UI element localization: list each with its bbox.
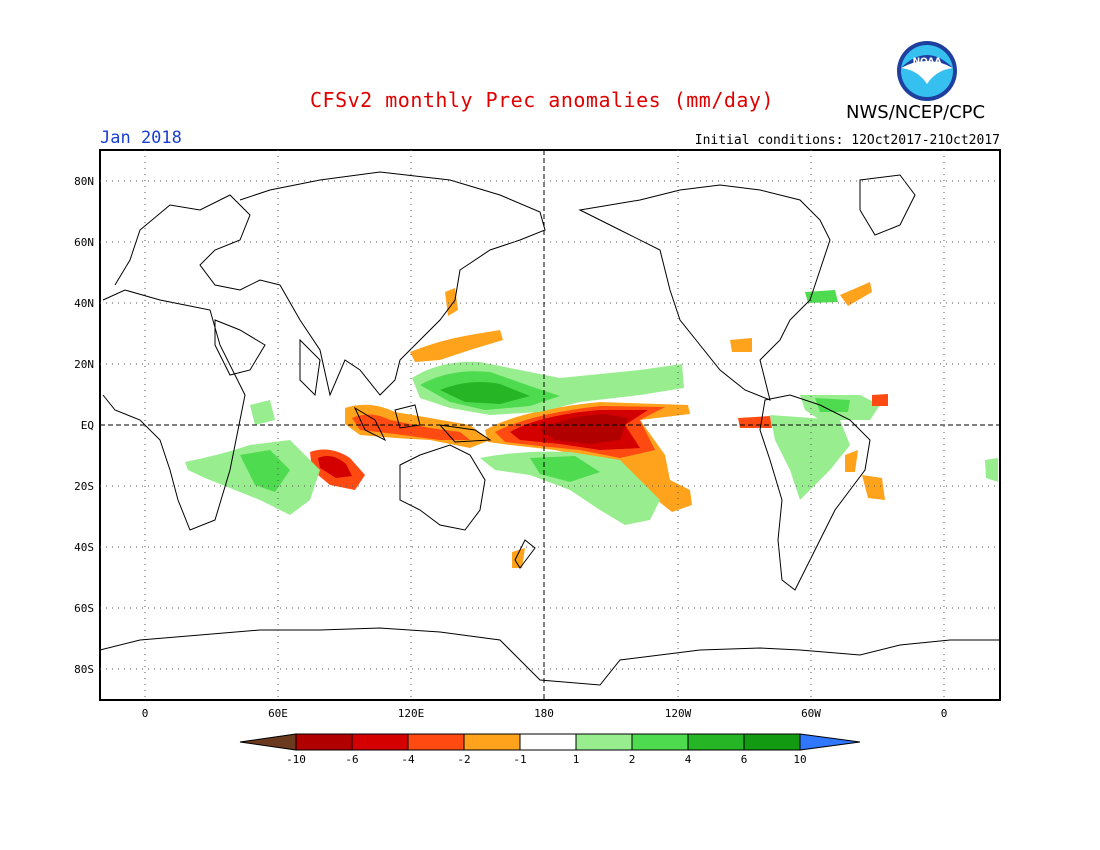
coast-asia: [239, 171, 546, 397]
colorbar-label: -10: [286, 753, 306, 766]
lon-label-120e: 120E: [398, 707, 425, 720]
colorbar-seg-8: [687, 733, 745, 751]
coast-arabia: [214, 319, 266, 376]
colorbar: -10 -6 -4 -2 -1 1 2 4 6 10: [239, 733, 861, 766]
anomaly-atl-wet-mid: [815, 398, 850, 412]
coast-south-america: [759, 394, 871, 591]
colorbar-label: 10: [793, 753, 806, 766]
coast-new-zealand: [514, 539, 536, 569]
colorbar-seg-9: [743, 733, 801, 751]
lat-label-60s: 60S: [74, 602, 94, 615]
lat-label-20s: 20S: [74, 480, 94, 493]
anomaly-maritime-dry-core: [352, 414, 470, 440]
lat-labels: 80N 60N 40N 20N EQ 20S 40S 60S 80S: [74, 175, 94, 676]
colorbar-seg-3: [407, 733, 465, 751]
anomaly-wpac-wet-core: [440, 382, 530, 404]
anomaly-sio-dry-core: [318, 456, 352, 478]
coast-greenland: [859, 174, 916, 236]
coast-australia: [399, 444, 486, 531]
coast-north-america: [578, 184, 831, 401]
colorbar-label: 2: [629, 753, 636, 766]
colorbar-label: -2: [457, 753, 470, 766]
lat-label-20n: 20N: [74, 358, 94, 371]
org-label: NWS/NCEP/CPC: [846, 102, 986, 123]
lat-label-60n: 60N: [74, 236, 94, 249]
anomaly-io-wet-north: [250, 400, 275, 425]
coast-antarctica: [99, 627, 1000, 686]
anomaly-natl-wet: [805, 290, 838, 303]
noaa-logo-text: NOAA: [913, 57, 942, 67]
colorbar-high-arrow: [799, 733, 861, 751]
colorbar-seg-1: [295, 733, 353, 751]
anomaly-npac-dry-band: [410, 330, 503, 362]
anomaly-spac-wet: [480, 451, 660, 525]
colorbar-low-arrow: [239, 733, 297, 751]
colorbar-label: 6: [741, 753, 748, 766]
anomaly-io-wet-mid: [240, 450, 290, 492]
colorbar-label: 1: [573, 753, 580, 766]
anomaly-natl-dry: [840, 282, 872, 306]
lat-label-40n: 40N: [74, 297, 94, 310]
coast-sumatra: [353, 406, 387, 442]
colorbar-seg-6: [575, 733, 633, 751]
coast-new-guinea: [438, 424, 492, 443]
anomaly-sam-dry: [845, 450, 858, 472]
lon-label-0-east: 0: [941, 707, 948, 720]
anomaly-sam-dry-south: [862, 475, 885, 500]
lat-label-eq: EQ: [81, 419, 94, 432]
coast-africa: [102, 289, 246, 531]
lon-labels: 0 60E 120E 180 120W 60W 0: [142, 707, 948, 720]
colorbar-seg-2: [351, 733, 409, 751]
lat-label-80s: 80S: [74, 663, 94, 676]
lon-label-60e: 60E: [268, 707, 288, 720]
colorbar-seg-4: [463, 733, 521, 751]
lon-label-0: 0: [142, 707, 149, 720]
coastlines: [99, 171, 1000, 686]
anomaly-pacific-dry-peak: [540, 414, 628, 444]
colorbar-label: -1: [513, 753, 526, 766]
graticule: [100, 150, 1000, 700]
lon-label-60w: 60W: [801, 707, 821, 720]
anomaly-sam-wet: [770, 415, 850, 500]
colorbar-label: -6: [345, 753, 358, 766]
month-label: Jan 2018: [100, 128, 182, 148]
lon-label-180: 180: [534, 707, 554, 720]
lon-label-120w: 120W: [665, 707, 692, 720]
lat-label-80n: 80N: [74, 175, 94, 188]
noaa-logo: NOAA: [897, 41, 957, 101]
anomaly-spac-wet-mid: [530, 456, 600, 482]
lat-label-40s: 40S: [74, 541, 94, 554]
colorbar-label: -4: [401, 753, 415, 766]
colorbar-seg-7: [631, 733, 689, 751]
coast-india: [299, 338, 321, 397]
anomaly-mexico-dry: [730, 338, 752, 352]
initial-conditions-label: Initial conditions: 12Oct2017-21Oct2017: [694, 133, 1000, 148]
anomaly-africa-east: [985, 458, 998, 482]
colorbar-label: 4: [685, 753, 692, 766]
coast-europe: [114, 194, 281, 291]
colorbar-seg-5: [519, 733, 577, 751]
anomaly-epac-dry: [738, 416, 772, 428]
anomaly-atl-dry: [872, 394, 888, 406]
chart-title: CFSv2 monthly Prec anomalies (mm/day): [310, 88, 775, 112]
anomaly-nz-dry: [512, 548, 525, 568]
